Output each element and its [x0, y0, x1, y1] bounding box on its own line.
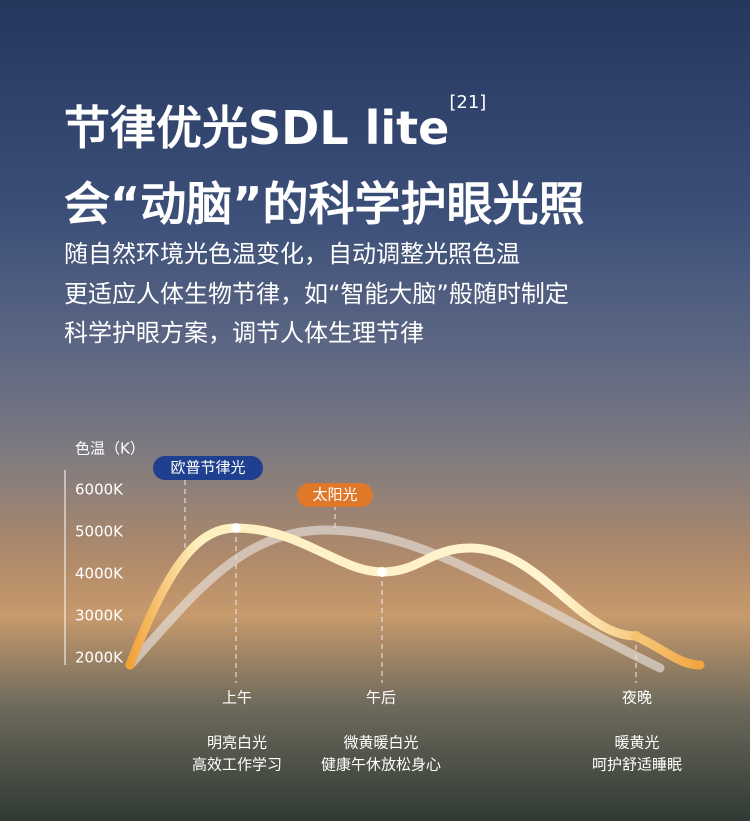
tag-label: 太阳光: [312, 486, 357, 504]
point: [377, 567, 387, 577]
guides: [184, 480, 637, 683]
time-label: 上午: [222, 689, 252, 707]
tick-label: 5000K: [75, 523, 124, 541]
time-desc: 微黄暖白光: [343, 734, 418, 752]
time-desc: 高效工作学习: [192, 756, 282, 774]
sun-curve: [125, 525, 665, 673]
point: [631, 631, 641, 641]
tick-label: 2000K: [75, 649, 124, 667]
tag: [153, 456, 263, 480]
superscript: [21]: [449, 92, 487, 113]
tick-label: 4000K: [75, 565, 124, 583]
point: [231, 523, 241, 533]
title: 会“动脑”的科学护眼光照: [64, 177, 585, 231]
tick-label: 3000K: [75, 607, 124, 625]
time-desc: 暖黄光: [614, 734, 659, 752]
time-label: 午后: [366, 689, 396, 707]
title-line: 节律优光SDL lite: [64, 101, 450, 155]
time-desc: 呵护舒适睡眠: [592, 756, 682, 774]
time-desc: 健康午休放松身心: [321, 756, 441, 774]
tag-label: 欧普节律光: [170, 459, 245, 477]
description: 科学护眼方案，调节人体生理节律: [64, 319, 424, 347]
tag: [297, 483, 373, 507]
title: 节律优光SDL lite[21]: [64, 92, 486, 158]
description: 更适应人体生物节律，如“智能大脑”般随时制定: [64, 280, 569, 308]
tick-label: 6000K: [75, 481, 124, 499]
axis-label: 色温（K）: [75, 440, 145, 458]
time-desc: 明亮白光: [207, 734, 267, 752]
time-label: 夜晚: [622, 689, 652, 707]
description: 随自然环境光色温变化，自动调整光照色温: [64, 240, 520, 268]
